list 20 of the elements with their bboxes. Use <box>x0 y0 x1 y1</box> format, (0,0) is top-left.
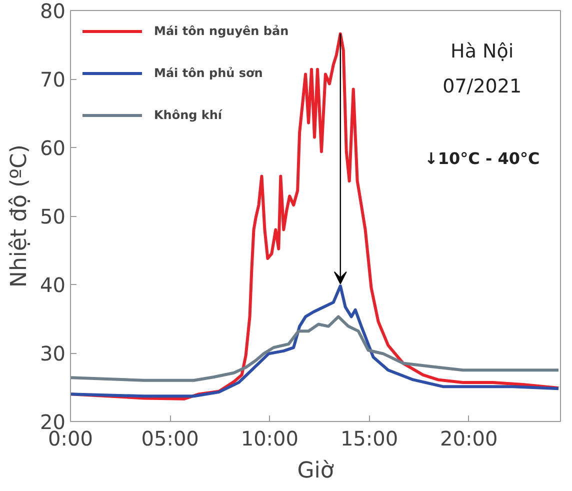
y-axis-title: Nhiệt độ (ºC) <box>7 144 32 288</box>
line-series <box>70 315 560 382</box>
line-series <box>70 284 560 398</box>
x-tick-label: 15:00 <box>340 426 398 450</box>
x-tick-label: 05:00 <box>141 426 199 450</box>
x-tick-label: 10:00 <box>240 426 299 450</box>
legend-label: Mái tôn phủ sơn <box>154 66 263 80</box>
y-tick-label: 50 <box>40 204 66 228</box>
x-axis-title: Giờ <box>297 458 334 484</box>
y-tick-label: 60 <box>40 136 66 160</box>
y-tick-label: 40 <box>40 273 66 297</box>
legend-label: Không khí <box>154 108 222 122</box>
annotation: Hà Nội <box>450 40 514 63</box>
annotation: 07/2021 <box>442 76 522 98</box>
y-tick-label: 30 <box>40 342 66 366</box>
annotation: ↓10°C - 40°C <box>424 148 540 168</box>
legend-label: Mái tôn nguyên bản <box>154 24 289 38</box>
y-tick-label: 70 <box>40 68 66 92</box>
y-tick-label: 80 <box>40 0 66 23</box>
x-tick-label: 20:00 <box>440 426 498 450</box>
